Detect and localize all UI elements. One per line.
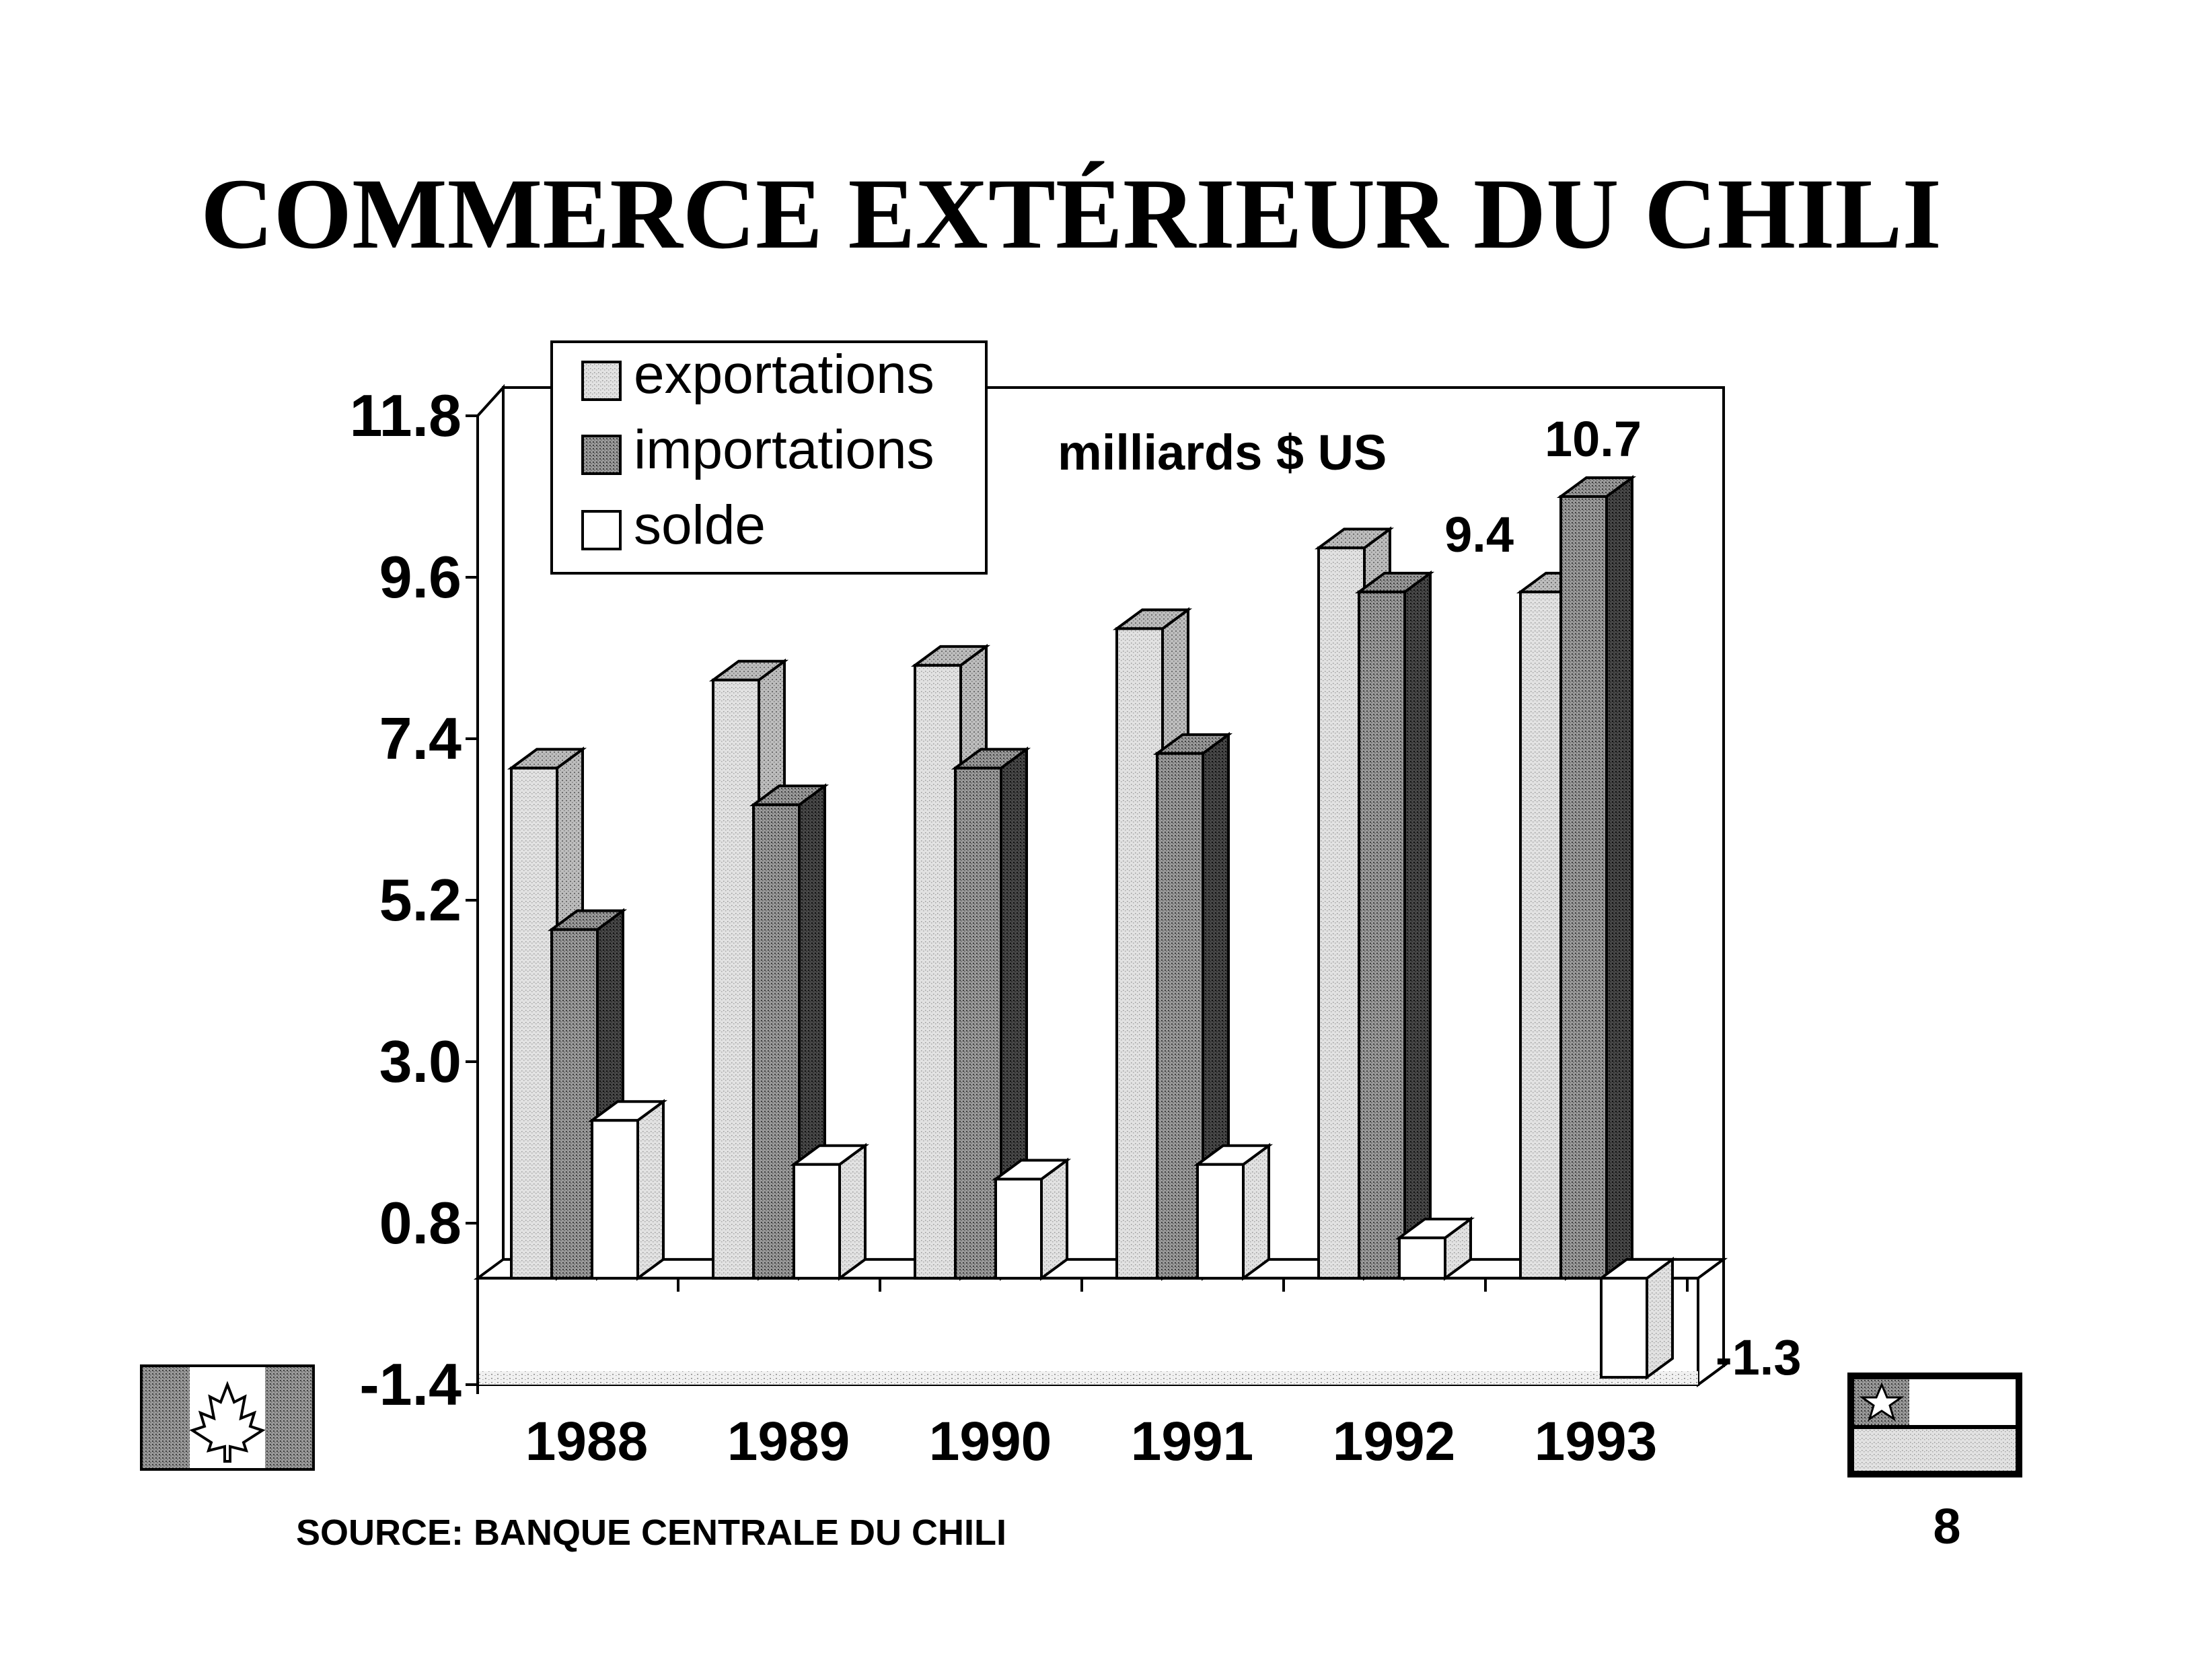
category-label: 1989 <box>727 1411 850 1472</box>
source-note: SOURCE: BANQUE CENTRALE DU CHILI <box>296 1512 1006 1553</box>
bar-front <box>1358 590 1406 1280</box>
bar-side <box>1646 1256 1674 1381</box>
bar-front <box>712 678 760 1280</box>
category-label: 1988 <box>525 1411 648 1472</box>
bar-front <box>994 1177 1043 1280</box>
category-label: 1991 <box>1131 1411 1253 1472</box>
category-axis: 1988 1989 1990 1991 1992 1993 <box>525 1278 1689 1472</box>
value-axis: 11.8 9.6 7.4 5.2 3.0 0.8 -1.4 <box>350 382 479 1418</box>
bar-front <box>510 766 558 1280</box>
bar-side <box>838 1142 867 1281</box>
legend: exportations importations solde <box>550 340 988 575</box>
value-tick-label: -1.4 <box>359 1351 462 1418</box>
legend-label-importations: importations <box>634 419 934 480</box>
value-tick-label: 0.8 <box>379 1190 462 1256</box>
legend-swatch-importations <box>581 435 622 475</box>
bar-importations-1990 <box>951 746 1031 1281</box>
bar-importations-1991 <box>1152 731 1233 1281</box>
bar-solde-1990 <box>991 1157 1072 1281</box>
category-label: 1990 <box>929 1411 1052 1472</box>
bar-front <box>1398 1236 1446 1280</box>
bar-front <box>1519 590 1568 1280</box>
data-label-importations-1993: 10.7 <box>1545 411 1642 467</box>
page-number: 8 <box>1933 1498 1960 1554</box>
negative-band-floor <box>478 1371 1698 1385</box>
bar-front <box>1559 495 1608 1280</box>
bar-side <box>1605 475 1633 1281</box>
canada-flag-icon <box>140 1364 315 1471</box>
value-tick-label: 9.6 <box>379 544 462 610</box>
value-tick-label: 5.2 <box>379 867 462 933</box>
bar-front <box>752 803 801 1280</box>
category-label: 1992 <box>1333 1411 1455 1472</box>
bar-front <box>1115 627 1164 1280</box>
category-label: 1993 <box>1535 1411 1657 1472</box>
data-label-exportations-1993: 9.4 <box>1444 507 1514 562</box>
legend-swatch-solde <box>581 510 622 550</box>
bar-solde-1989 <box>789 1142 870 1281</box>
bar-importations-1993 <box>1556 475 1637 1281</box>
bars-layer <box>507 475 1677 1381</box>
bar-solde-1988 <box>587 1099 668 1281</box>
negative-band-side <box>1697 1256 1725 1387</box>
legend-label-solde: solde <box>634 495 766 556</box>
chile-flag-icon <box>1847 1373 2022 1477</box>
bar-solde-1991 <box>1193 1142 1274 1281</box>
data-label-solde-1993: -1.3 <box>1716 1329 1802 1385</box>
page-title: COMMERCE EXTÉRIEUR DU CHILI <box>200 158 1942 270</box>
bar-front <box>1156 752 1204 1280</box>
value-tick-label: 3.0 <box>379 1028 462 1095</box>
bar-side <box>1403 570 1432 1281</box>
bar-front <box>793 1163 841 1280</box>
negative-band <box>476 1276 1699 1387</box>
legend-swatch-exportations <box>581 361 622 401</box>
bar-front <box>914 663 962 1280</box>
bar-importations-1992 <box>1354 570 1435 1281</box>
bar-front <box>550 928 599 1280</box>
bar-side <box>636 1099 665 1281</box>
bar-side <box>1040 1157 1068 1281</box>
bar-front <box>1317 546 1366 1280</box>
bar-side <box>1242 1142 1270 1281</box>
legend-label-exportations: exportations <box>634 344 934 405</box>
bar-front <box>1600 1276 1648 1379</box>
bar-solde-1992 <box>1395 1216 1475 1281</box>
bar-front <box>591 1119 639 1280</box>
legend-box <box>550 340 988 575</box>
bar-solde-1993 <box>1596 1256 1677 1381</box>
value-tick-label: 11.8 <box>350 382 462 449</box>
back-wall <box>476 384 505 1387</box>
unit-label: milliards $ US <box>1058 425 1387 480</box>
bar-front <box>954 766 1002 1280</box>
value-tick-label: 7.4 <box>379 705 462 772</box>
bar-front <box>1196 1163 1245 1280</box>
